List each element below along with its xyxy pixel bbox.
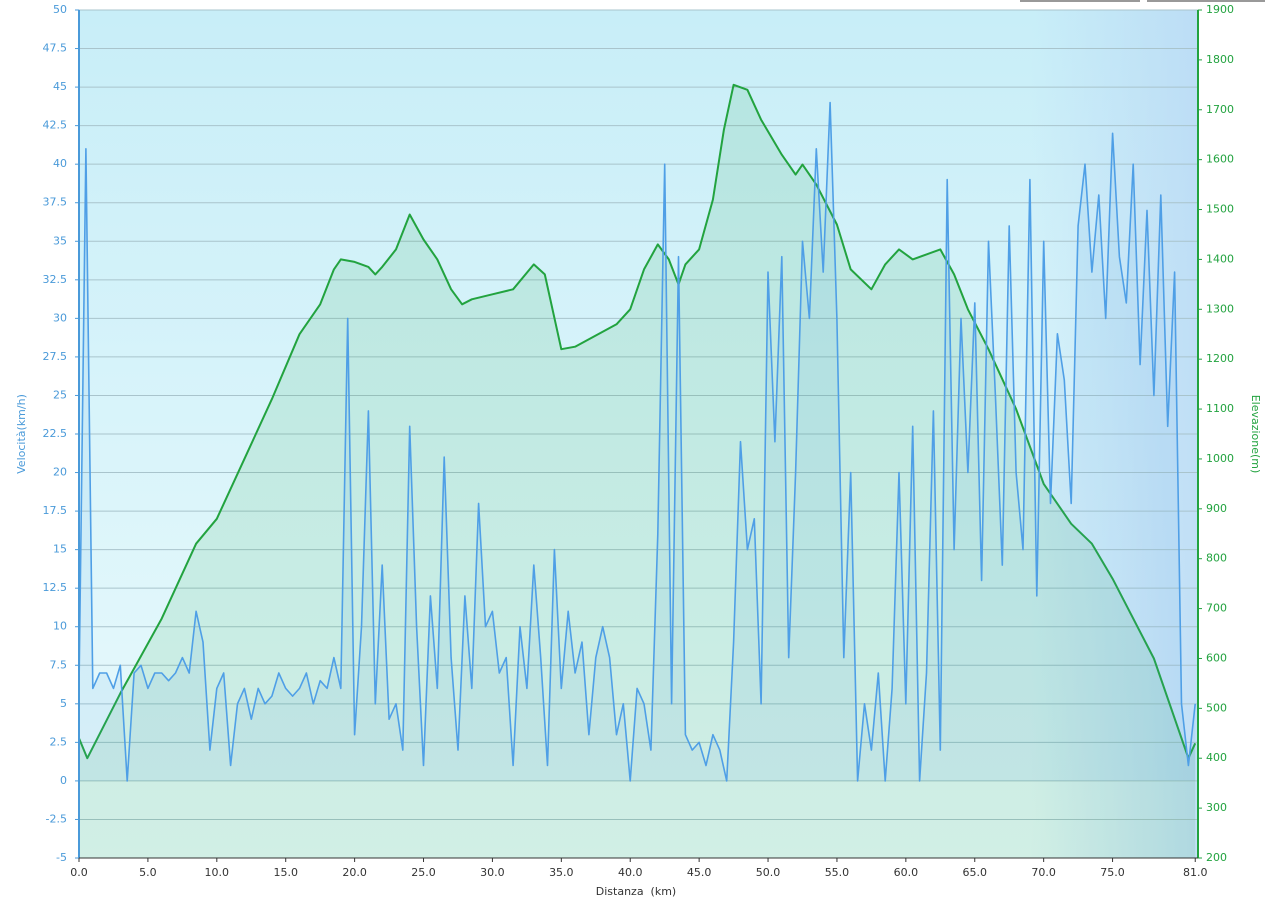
x-tick-label: 5.0	[139, 866, 157, 879]
y2-tick-label: 1200	[1206, 352, 1234, 365]
y2-tick-label: 900	[1206, 502, 1227, 515]
y-tick-label: 12.5	[43, 581, 68, 594]
y-tick-label: 50	[53, 3, 67, 16]
x-tick-label: 15.0	[273, 866, 298, 879]
y-tick-label: 27.5	[43, 350, 68, 363]
y-tick-label: 37.5	[43, 196, 68, 209]
y-tick-label: 25	[53, 388, 67, 401]
x-tick-label: 75.0	[1100, 866, 1125, 879]
y2-tick-label: 400	[1206, 751, 1227, 764]
y-tick-label: 47.5	[43, 42, 68, 55]
x-tick-label: 10.0	[205, 866, 230, 879]
x-axis-title: Distanza (km)	[596, 885, 676, 898]
y-tick-label: 45	[53, 80, 67, 93]
series-line	[78, 101, 1196, 782]
x-tick-label: 55.0	[825, 866, 850, 879]
y-tick-label: -5	[56, 851, 67, 864]
y-tick-label: -2.5	[46, 812, 67, 825]
y-tick-label: 42.5	[43, 119, 68, 132]
y-tick-label: 7.5	[50, 658, 68, 671]
y-tick-label: 22.5	[43, 427, 68, 440]
y-tick-label: 32.5	[43, 273, 68, 286]
y2-tick-label: 700	[1206, 602, 1227, 615]
y2-tick-label: 1100	[1206, 402, 1234, 415]
x-tick-label: 70.0	[1031, 866, 1056, 879]
y-tick-label: 20	[53, 466, 67, 479]
x-tick-label: 20.0	[342, 866, 367, 879]
y2-tick-label: 1000	[1206, 452, 1234, 465]
y2-tick-label: 200	[1206, 851, 1227, 864]
y2-tick-label: 1400	[1206, 252, 1234, 265]
x-tick-label: 35.0	[549, 866, 574, 879]
y-tick-label: 40	[53, 157, 67, 170]
y2-tick-label: 1900	[1206, 3, 1234, 16]
y-tick-label: 15	[53, 543, 67, 556]
y2-tick-label: 600	[1206, 651, 1227, 664]
y2-tick-label: 500	[1206, 701, 1227, 714]
y-tick-label: 5	[60, 697, 67, 710]
x-tick-label: 65.0	[963, 866, 988, 879]
series-line	[78, 83, 1197, 760]
y-tick-label: 35	[53, 234, 67, 247]
x-tick-label: 45.0	[687, 866, 712, 879]
x-tick-label: 25.0	[411, 866, 436, 879]
y-tick-label: 0	[60, 774, 67, 787]
x-tick-label: 0.0	[70, 866, 88, 879]
area-fill	[79, 84, 1196, 859]
y-tick-label: 10	[53, 620, 67, 633]
y2-tick-label: 800	[1206, 552, 1227, 565]
x-tick-label: 50.0	[756, 866, 781, 879]
y-axis-title: Velocità(km/h)	[15, 394, 28, 474]
y2-tick-label: 1300	[1206, 302, 1234, 315]
y2-tick-label: 300	[1206, 801, 1227, 814]
y2-axis-title: Elevazione(m)	[1249, 395, 1262, 474]
x-tick-label: 40.0	[618, 866, 643, 879]
y2-tick-label: 1800	[1206, 53, 1234, 66]
x-tick-label: 60.0	[894, 866, 919, 879]
x-tick-label: 81.0	[1183, 866, 1208, 879]
y2-tick-label: 1500	[1206, 203, 1234, 216]
y-tick-label: 17.5	[43, 504, 68, 517]
y2-tick-label: 1600	[1206, 153, 1234, 166]
x-tick-label: 30.0	[480, 866, 505, 879]
y-tick-label: 30	[53, 311, 67, 324]
y-tick-label: 2.5	[50, 735, 68, 748]
y2-tick-label: 1700	[1206, 103, 1234, 116]
